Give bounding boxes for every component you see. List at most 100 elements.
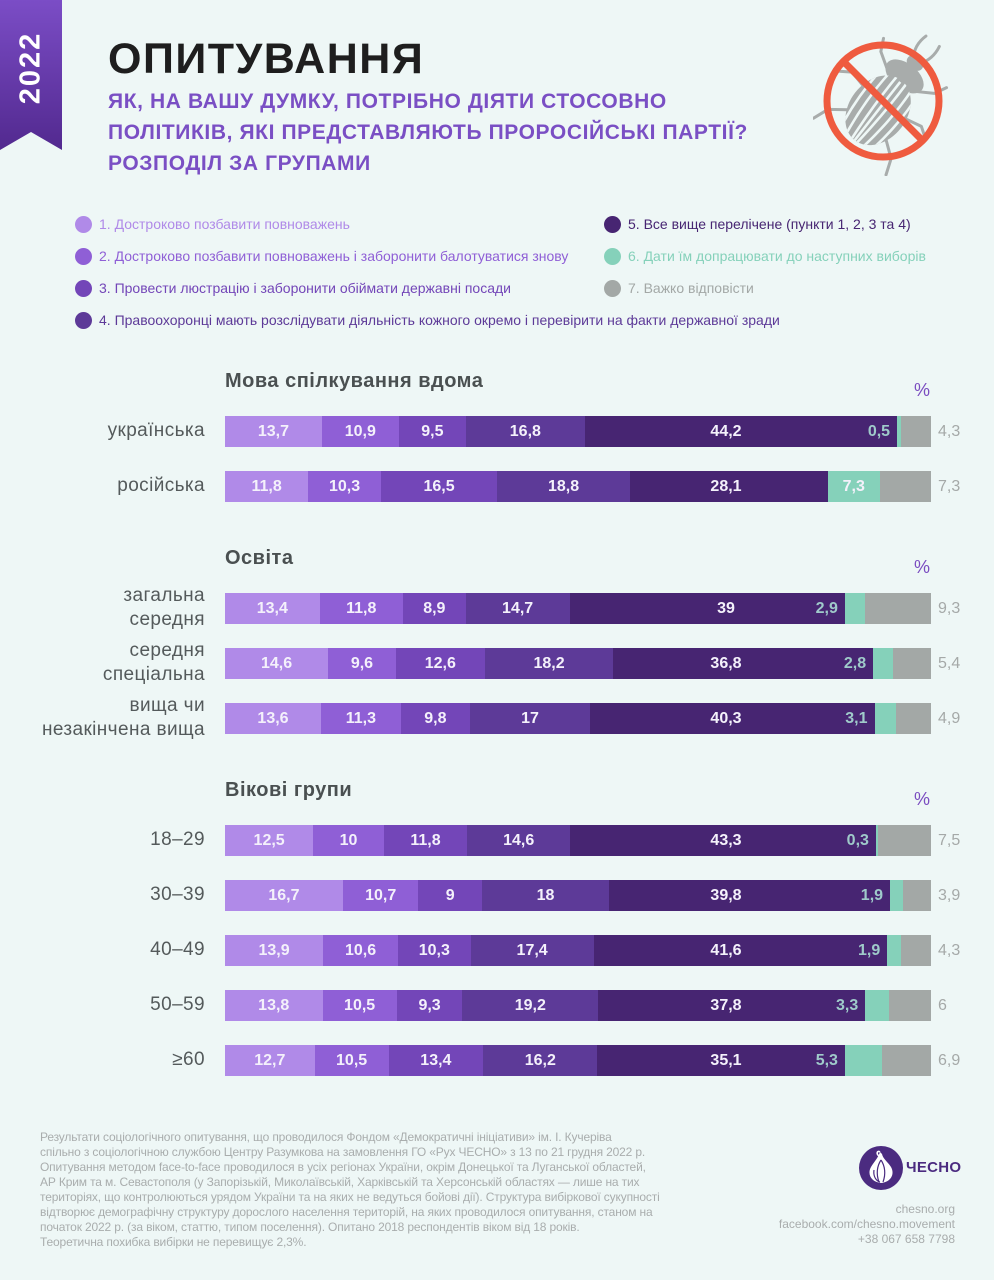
note-line: відтворює демографічну структуру доросло… xyxy=(40,1205,653,1219)
bar-value-label: 16,2 xyxy=(524,1051,556,1069)
bar-value-label: 3,1 xyxy=(845,709,868,727)
bar-segment-2 xyxy=(308,470,382,502)
garlic-logo-icon xyxy=(859,1146,903,1190)
bar-value-label: 44,2 xyxy=(710,422,742,440)
row-label: вища чи незакінчена вища xyxy=(10,694,205,742)
row-label: російська xyxy=(10,474,205,498)
bar-value-label: 11,3 xyxy=(345,709,377,727)
bar-value-label: 9,6 xyxy=(350,654,374,672)
legend: 5. Все вище перелічене (пункти 1, 2, 3 т… xyxy=(604,208,926,304)
bar-value-label: 13,8 xyxy=(258,996,290,1014)
row-label: 50–59 xyxy=(10,993,205,1017)
legend-dot-icon xyxy=(75,247,92,265)
stacked-bar: 11,8 10,3 16,5 18,8 28,1 7,3 xyxy=(225,470,932,502)
row-label: ≥60 xyxy=(10,1048,205,1072)
bar-value-label: 9,5 xyxy=(421,422,444,440)
bar-value-label-outside: 4,3 xyxy=(938,941,961,959)
website-link[interactable]: chesno.org xyxy=(895,1202,955,1216)
row-label-line: українська xyxy=(107,420,205,441)
bar-value-label: 9 xyxy=(445,886,455,904)
bar-value-label-outside: 6,9 xyxy=(938,1051,961,1069)
legend-item-3: 3. Провести люстрацію і заборонити обійм… xyxy=(75,272,780,304)
bar-segment-2 xyxy=(321,702,402,734)
legend-dot-icon xyxy=(75,279,92,297)
bar-segment-4 xyxy=(469,702,591,734)
bar-value-label: 11,8 xyxy=(346,599,377,617)
bar-value-label: 19,2 xyxy=(514,996,546,1014)
bar-value-label: 3,3 xyxy=(836,996,859,1014)
bar-value-label: 14,6 xyxy=(503,831,535,849)
bar-value-label: 39 xyxy=(717,599,735,617)
bar-segment-3 xyxy=(383,824,468,856)
bar-segment-6 xyxy=(828,470,880,502)
bar-value-label: 2,9 xyxy=(815,599,838,617)
note-line: спільно з соціологічною службою Центру Р… xyxy=(40,1145,646,1159)
bar-value-label: 35,1 xyxy=(710,1051,742,1069)
bar-value-label: 12,7 xyxy=(254,1051,286,1069)
bar-value-label: 10,7 xyxy=(365,886,397,904)
bar-segment-7 xyxy=(903,879,932,911)
bar-segment-2 xyxy=(313,824,385,856)
logo-text: ЧЕСНО xyxy=(906,1159,962,1176)
bar-value-label-outside: 7,5 xyxy=(938,831,961,849)
bar-segment-4 xyxy=(483,1044,598,1076)
bar-value-label: 9,3 xyxy=(418,996,441,1014)
bar-segment-7 xyxy=(900,415,932,447)
bar-segment-5 xyxy=(613,647,874,679)
bar-segment-3 xyxy=(418,879,483,911)
unit-label: % xyxy=(914,380,931,400)
bar-value-label: 10 xyxy=(339,831,358,849)
bar-value-label: 43,3 xyxy=(710,831,742,849)
note-line: початок 2022 р. (за віком, статтю, типом… xyxy=(40,1220,580,1234)
bar-segment-7 xyxy=(892,647,932,679)
bar-segment-5 xyxy=(590,702,875,734)
row-label: середня спеціальна xyxy=(10,639,205,687)
bar-segment-7 xyxy=(878,824,932,856)
legend-item-1: 1. Достроково позбавити повноважень xyxy=(75,208,780,240)
bar-segment-2 xyxy=(322,989,398,1021)
bar-segment-6 xyxy=(844,1044,883,1076)
bar-segment-1 xyxy=(225,934,324,966)
bar-segment-1 xyxy=(225,879,344,911)
bar-segment-4 xyxy=(465,592,570,624)
stacked-bar: 12,7 10,5 13,4 16,2 35,1 5,3 xyxy=(225,1044,932,1076)
note-line: Опитування методом face-to-face проводил… xyxy=(40,1160,646,1174)
bar-value-label: 1,9 xyxy=(860,886,884,904)
bar-value-label: 10,6 xyxy=(344,941,377,959)
row-label-line: середня xyxy=(129,640,205,661)
subtitle-line: РОЗПОДІЛ ЗА ГРУПАМИ xyxy=(108,152,371,175)
bar-value-label: 12,5 xyxy=(253,831,285,849)
bar-value-label: 10,3 xyxy=(418,941,450,959)
beetle-icon xyxy=(813,34,949,176)
row-label: 18–29 xyxy=(10,828,205,852)
facebook-link[interactable]: facebook.com/chesno.movement xyxy=(778,1217,955,1231)
row-label: українська xyxy=(10,419,205,443)
bar-value-label: 10,5 xyxy=(344,996,376,1014)
bar-segment-3 xyxy=(402,592,467,624)
bar-value-label-outside: 5,4 xyxy=(938,654,961,672)
bar-value-label: 10,3 xyxy=(328,477,361,495)
group-title: Мова спілкування вдома xyxy=(225,370,484,392)
bar-segment-1 xyxy=(225,824,314,856)
legend-item-2: 2. Достроково позбавити повноважень і за… xyxy=(75,240,780,272)
bar-value-label-outside: 4,9 xyxy=(938,709,961,727)
legend-dot-icon xyxy=(604,247,621,265)
bar-segment-6 xyxy=(873,647,894,679)
legend-label: 2. Достроково позбавити повноважень і за… xyxy=(99,248,569,264)
bar-value-label: 39,8 xyxy=(710,886,742,904)
bar-segment-6 xyxy=(865,989,889,1021)
bar-segment-4 xyxy=(484,647,614,679)
legend: 1. Достроково позбавити повноважень 2. Д… xyxy=(75,208,780,336)
bar-value-label: 14,7 xyxy=(502,599,534,617)
bar-value-label: 40,3 xyxy=(710,709,742,727)
bar-segment-1 xyxy=(225,470,309,502)
row-label-line: загальна xyxy=(123,585,205,606)
row-label-line: ≥60 xyxy=(172,1049,205,1070)
bar-value-label: 17 xyxy=(521,709,539,727)
bar-segment-7 xyxy=(879,470,932,502)
bar-value-label: 11,8 xyxy=(251,477,282,495)
bar-segment-5 xyxy=(569,592,846,624)
bar-segment-1 xyxy=(225,415,323,447)
note-line: АР Крим та м. Севастополя (у Запорізькій… xyxy=(40,1175,640,1189)
